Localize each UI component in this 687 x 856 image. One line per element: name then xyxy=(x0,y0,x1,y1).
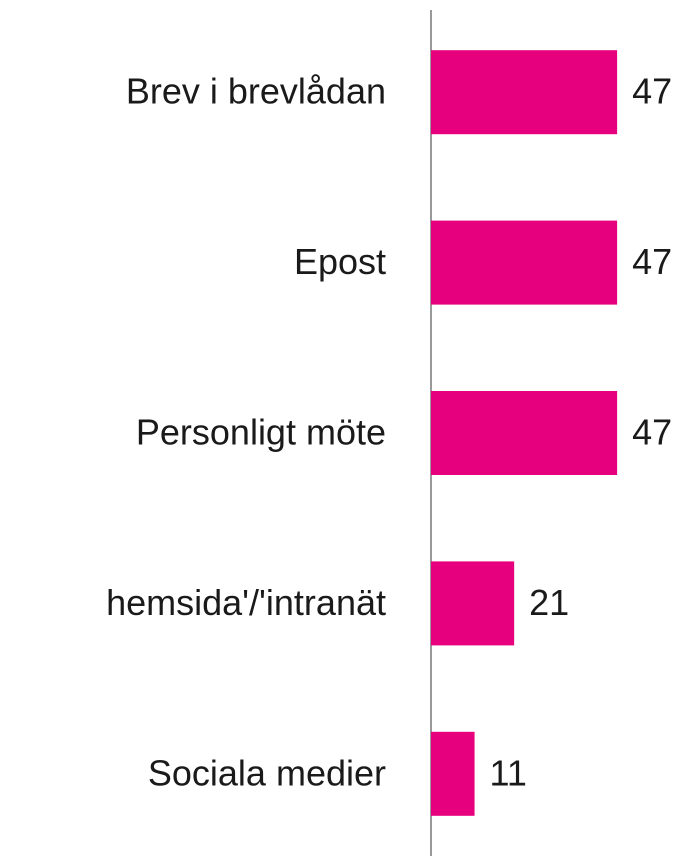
bar xyxy=(431,50,618,135)
bar xyxy=(431,220,618,305)
value-label: 47 xyxy=(632,412,672,453)
category-label: hemsida'/'intranät xyxy=(106,582,386,623)
value-label: 21 xyxy=(529,582,569,623)
value-label: 11 xyxy=(490,752,527,793)
category-label: Sociala medier xyxy=(148,752,386,793)
value-label: 47 xyxy=(632,241,672,282)
category-label: Brev i brevlådan xyxy=(126,71,386,112)
category-label: Personligt möte xyxy=(136,412,386,453)
value-label: 47 xyxy=(632,71,672,112)
category-label: Epost xyxy=(294,241,386,282)
bar xyxy=(431,731,475,816)
bar xyxy=(431,391,618,475)
bar xyxy=(431,561,515,646)
